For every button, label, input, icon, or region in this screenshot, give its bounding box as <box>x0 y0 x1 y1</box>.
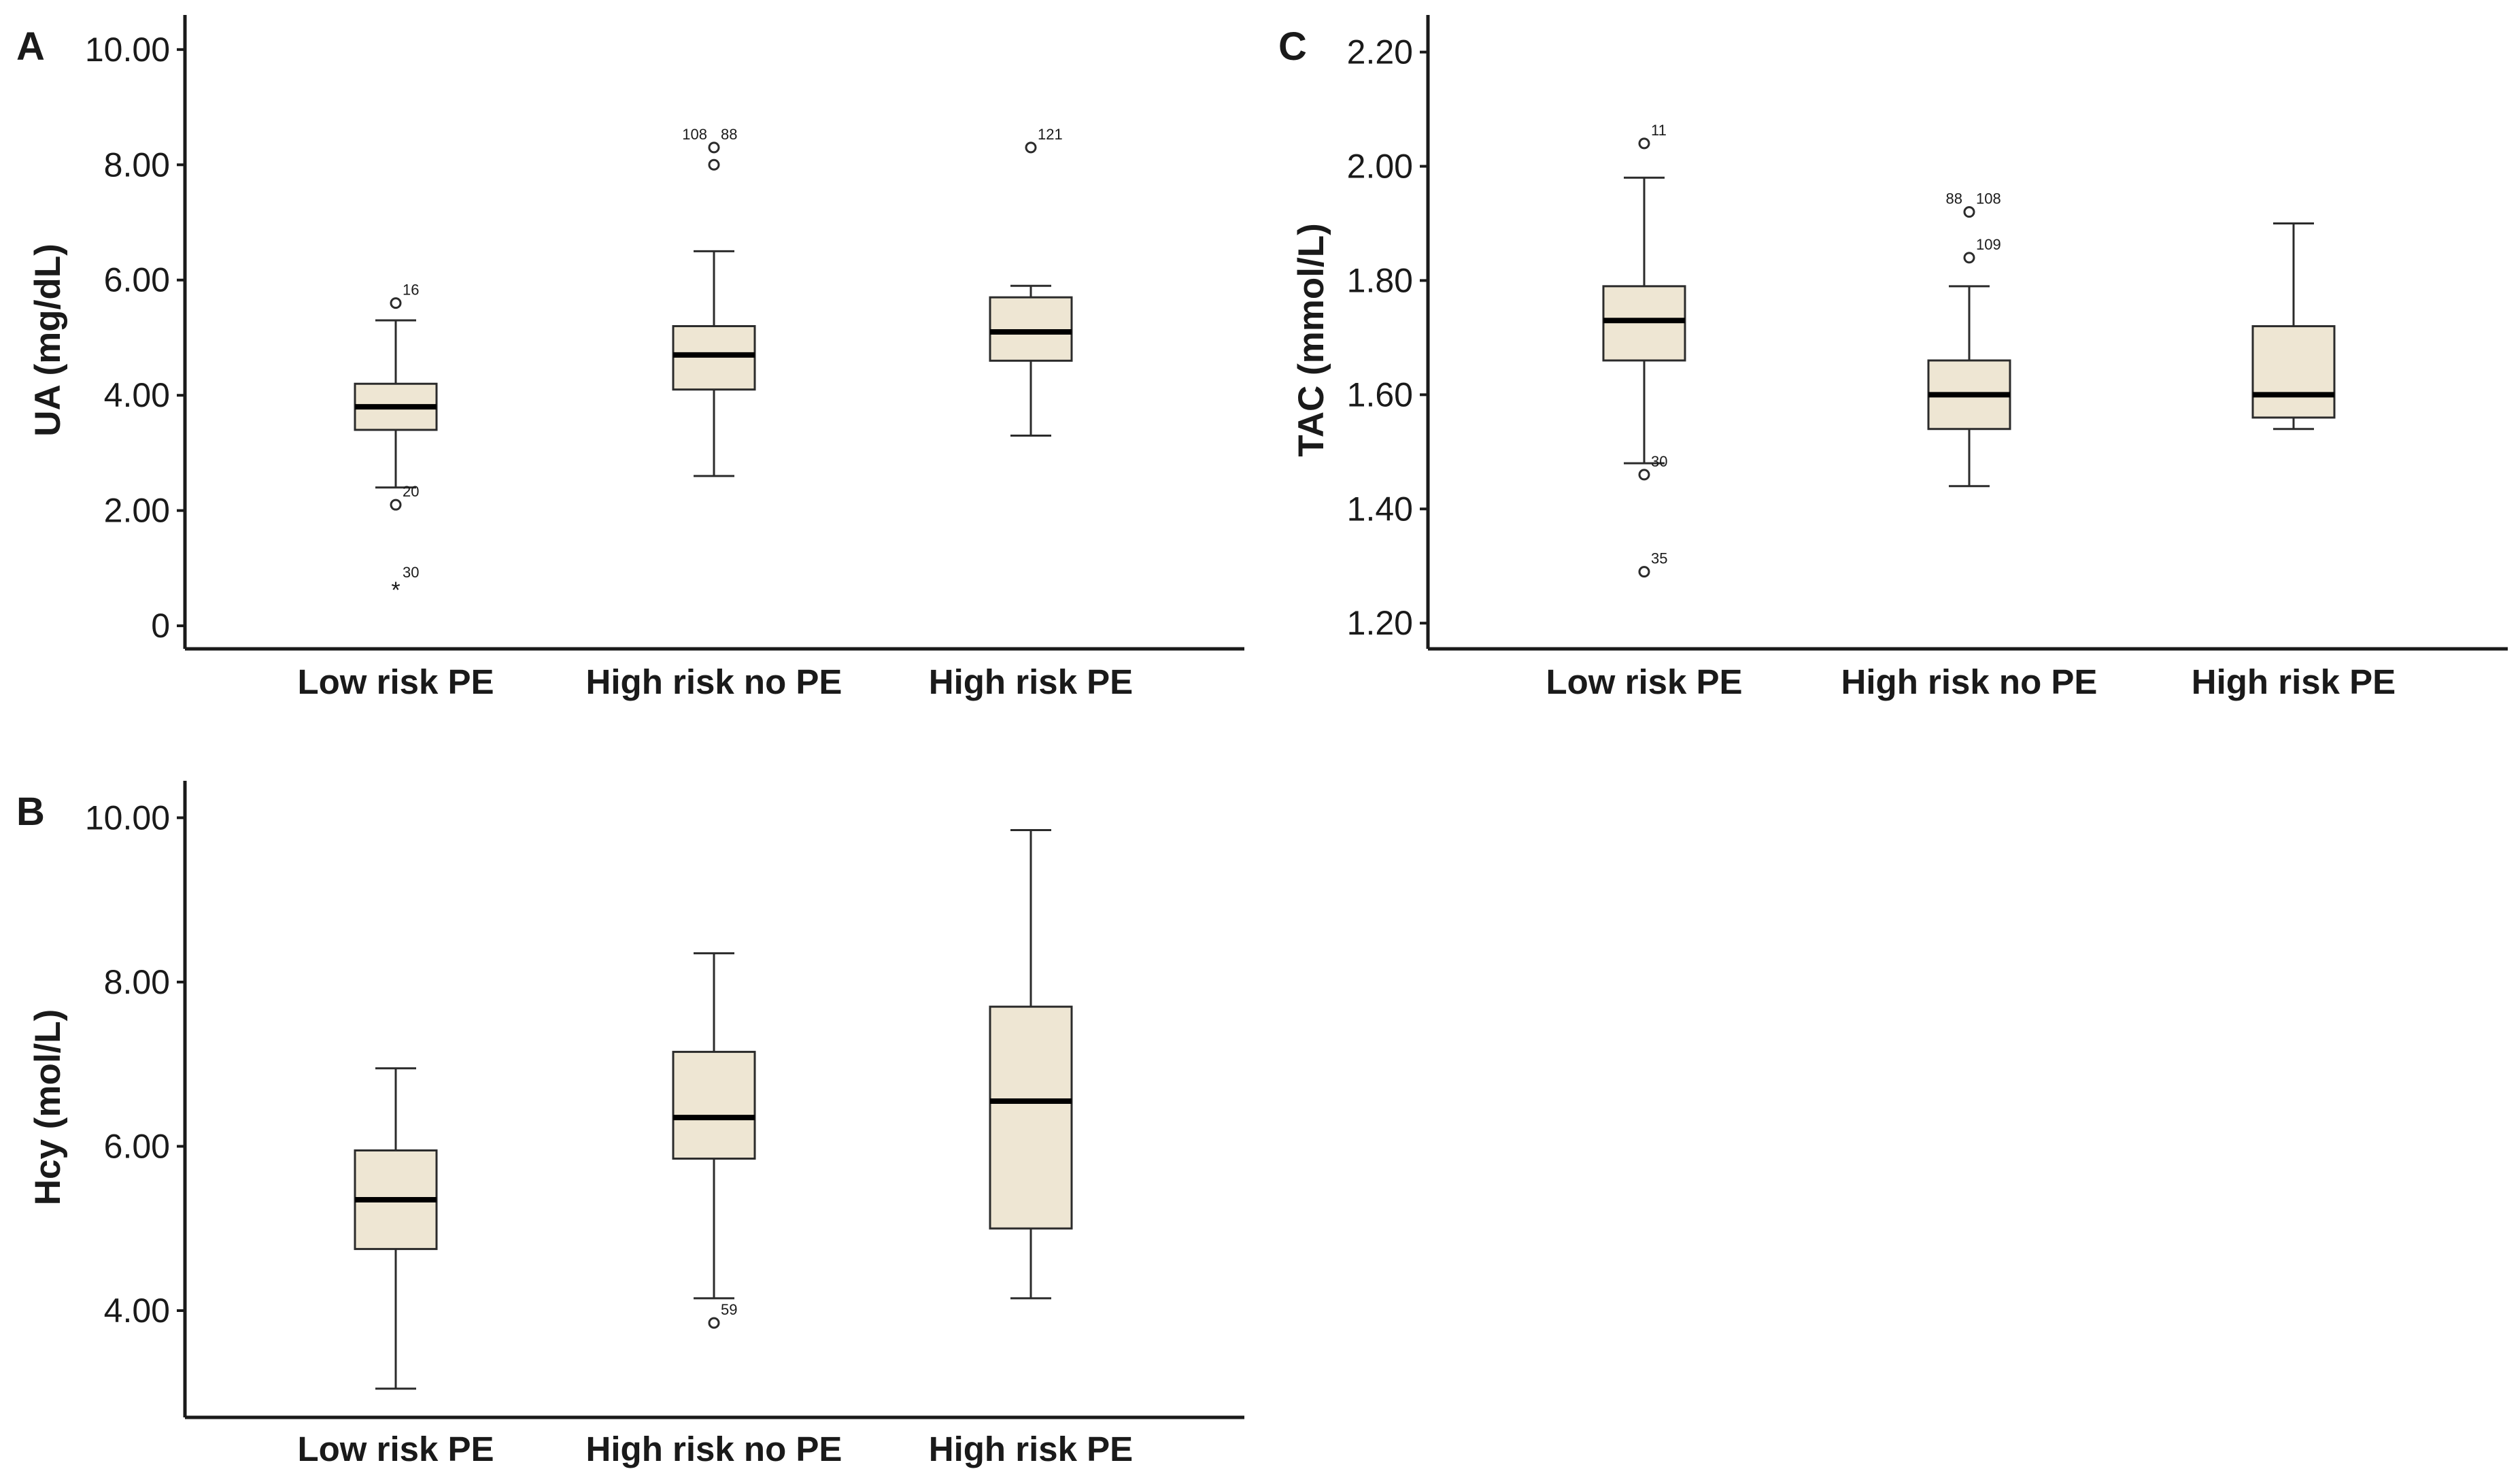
box-low-risk-pe-b <box>354 1067 438 1390</box>
x-ticks-a: Low risk PE High risk no PE High risk PE <box>297 662 1133 701</box>
y-axis-label-b: Hcy (mol/L) <box>28 1009 68 1206</box>
y-tick-label-c: 1.80 <box>1347 261 1413 299</box>
iqr-box <box>1602 285 1686 362</box>
outlier-id-label: 59 <box>721 1301 737 1318</box>
outlier-id-label: 108 <box>1976 190 2001 207</box>
y-tick-label-a: 10.00 <box>85 31 170 69</box>
y-tick-label-c: 2.00 <box>1347 148 1413 186</box>
iqr-box <box>2251 325 2336 419</box>
boxes-c: 11 30 35 88 108 109 <box>1602 122 2336 578</box>
extreme-outlier-star: * <box>391 577 400 603</box>
y-axis-label-c: TAC (mmol/L) <box>1291 223 1331 456</box>
x-tick-label-high-risk-no-pe-b: High risk no PE <box>586 1430 842 1468</box>
outlier-id-label: 88 <box>721 126 737 143</box>
y-tick-label-b: 4.00 <box>104 1292 170 1330</box>
outlier-point <box>1963 252 1975 264</box>
outlier-id-label: 11 <box>1651 122 1667 139</box>
y-ticks-c: 1.20 1.40 1.60 1.80 2.00 2.20 <box>1347 33 1428 642</box>
y-tick-label-a: 8.00 <box>104 146 170 184</box>
boxes-b: 59 <box>354 828 1073 1390</box>
y-tick-label-c: 1.20 <box>1347 604 1413 642</box>
iqr-box <box>672 325 756 391</box>
y-tick-label-a: 4.00 <box>104 376 170 414</box>
y-axis-label-a: UA (mg/dL) <box>28 243 68 437</box>
y-tick-label-a: 6.00 <box>104 261 170 299</box>
outlier-point <box>390 499 402 511</box>
panel-letter-c: C <box>1278 24 1307 69</box>
box-high-risk-pe-b <box>989 828 1073 1300</box>
y-tick-label-b: 10.00 <box>85 798 170 837</box>
box-low-risk-pe-a: 16 20 *30 <box>354 282 438 603</box>
boxes-a: 16 20 *30 108 88 121 <box>354 126 1073 603</box>
x-tick-label-high-risk-pe-c: High risk PE <box>2192 662 2396 701</box>
outlier-point <box>1638 469 1650 481</box>
outlier-id-label: 20 <box>403 483 419 500</box>
x-tick-label-high-risk-no-pe-c: High risk no PE <box>1841 662 2098 701</box>
outlier-point <box>390 297 402 309</box>
y-tick-label-c: 1.60 <box>1347 375 1413 414</box>
iqr-box <box>672 1051 756 1160</box>
x-tick-label-high-risk-no-pe-a: High risk no PE <box>586 662 842 701</box>
outlier-id-label: 109 <box>1976 236 2001 253</box>
outlier-id-label: 16 <box>403 282 419 299</box>
iqr-box <box>989 1005 1073 1230</box>
x-tick-label-low-risk-pe-a: Low risk PE <box>297 662 494 701</box>
outlier-id-label: 108 <box>682 126 707 143</box>
panel-letter-a: A <box>16 24 45 69</box>
y-ticks-b: 4.00 6.00 8.00 10.00 <box>85 798 185 1330</box>
outlier-id-label: 30 <box>403 564 419 581</box>
y-tick-label-c: 1.40 <box>1347 490 1413 528</box>
outlier-id-label: 30 <box>1651 453 1667 470</box>
y-tick-label-c: 2.20 <box>1347 33 1413 71</box>
y-tick-label-a: 2.00 <box>104 492 170 530</box>
x-tick-label-high-risk-pe-a: High risk PE <box>929 662 1133 701</box>
outlier-point <box>1638 566 1650 578</box>
x-tick-label-high-risk-pe-b: High risk PE <box>929 1430 1133 1468</box>
x-ticks-b: Low risk PE High risk no PE High risk PE <box>297 1430 1133 1468</box>
outlier-point <box>1025 141 1037 154</box>
y-tick-label-b: 8.00 <box>104 963 170 1001</box>
outlier-point <box>708 141 720 154</box>
outlier-point <box>708 1317 720 1329</box>
box-high-risk-pe-c <box>2251 222 2336 431</box>
outlier-point <box>708 158 720 171</box>
box-high-risk-pe-a: 121 <box>989 126 1073 437</box>
x-ticks-c: Low risk PE High risk no PE High risk PE <box>1546 662 2396 701</box>
outlier-point <box>1638 137 1650 150</box>
panel-b-hcy-chart: B Hcy (mol/L) 4.00 6.00 8.00 10.00 Low risk… <box>16 781 1244 1468</box>
outlier-id-label: 35 <box>1651 550 1667 567</box>
box-high-risk-no-pe-a: 108 88 <box>672 126 756 477</box>
x-tick-label-low-risk-pe-b: Low risk PE <box>297 1430 494 1468</box>
panel-a-ua-chart: A UA (mg/dL) 0 2.00 4.00 6.00 8.00 10.00 Low … <box>16 15 1244 701</box>
outlier-id-label: 121 <box>1038 126 1063 143</box>
outlier-point <box>1963 206 1975 218</box>
x-tick-label-low-risk-pe-c: Low risk PE <box>1546 662 1742 701</box>
y-tick-label-a: 0 <box>151 607 170 645</box>
box-high-risk-no-pe-b: 59 <box>672 952 756 1329</box>
box-low-risk-pe-c: 11 30 35 <box>1602 122 1686 578</box>
panel-letter-b: B <box>16 790 45 834</box>
y-tick-label-b: 6.00 <box>104 1127 170 1165</box>
panel-c-tac-chart: C TAC (mmol/L) 1.201.401.601.802.002.20 … <box>1278 15 2508 701</box>
box-high-risk-no-pe-c: 88 108 109 <box>1927 190 2011 488</box>
outlier-id-label: 88 <box>1946 190 1962 207</box>
y-ticks-a: 0 2.00 4.00 6.00 8.00 10.00 <box>85 31 185 645</box>
iqr-box <box>989 296 1073 362</box>
